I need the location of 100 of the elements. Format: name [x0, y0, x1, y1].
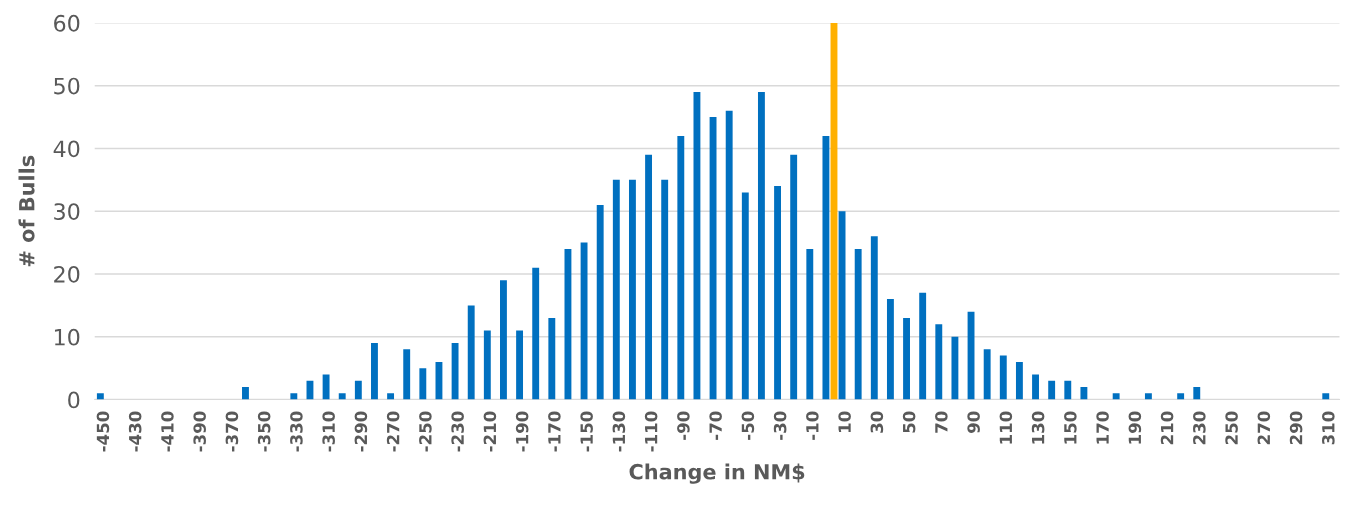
bar	[548, 317, 556, 400]
x-tick-label: 170	[1096, 411, 1109, 444]
bar	[774, 186, 781, 400]
x-tick-label: -50	[741, 411, 755, 440]
x-tick-label: -230	[451, 411, 464, 452]
x-tick-label: 250	[1225, 411, 1238, 445]
x-tick-label: -390	[193, 411, 206, 452]
bar	[1193, 387, 1201, 400]
bar	[645, 154, 653, 400]
bar	[709, 117, 717, 400]
y-tick-label: 60	[54, 14, 80, 32]
bar	[677, 135, 685, 400]
y-tick-label: 10	[54, 328, 80, 346]
bar	[1048, 380, 1056, 400]
x-tick-label: 290	[1289, 411, 1303, 445]
bar	[790, 154, 798, 400]
bar	[532, 267, 540, 400]
bar	[741, 192, 749, 400]
x-tick-label: 10	[838, 411, 851, 432]
bar	[951, 336, 959, 400]
bar	[886, 299, 894, 400]
bar	[903, 317, 910, 400]
bar	[403, 349, 411, 400]
bar	[1032, 374, 1039, 400]
x-tick-label: 110	[999, 411, 1013, 444]
bar	[725, 110, 733, 400]
bar	[693, 91, 701, 400]
bar	[322, 374, 330, 400]
x-tick-label: -210	[483, 411, 497, 452]
bar	[242, 387, 249, 400]
bar	[1144, 393, 1152, 400]
x-tick-label: -330	[290, 411, 303, 452]
x-tick-label: -130	[612, 411, 626, 452]
bar	[483, 330, 491, 400]
x-tick-label: 210	[1160, 411, 1174, 445]
x-tick-label: -290	[354, 411, 368, 452]
bar	[1080, 387, 1088, 400]
x-tick-label: -190	[515, 411, 529, 452]
x-tick-label: 190	[1128, 411, 1142, 444]
bar	[338, 393, 346, 400]
x-tick-label: -150	[580, 411, 593, 452]
x-tick-label: -250	[419, 411, 432, 452]
bar	[371, 343, 378, 400]
bar	[1177, 393, 1185, 400]
x-tick-label: 150	[1064, 411, 1077, 444]
bar	[500, 280, 507, 400]
bar	[983, 349, 991, 400]
bar	[806, 248, 814, 400]
x-tick-label: 310	[1322, 411, 1335, 445]
bar	[628, 179, 636, 400]
bar	[580, 242, 588, 400]
x-tick-label: 90	[967, 411, 980, 434]
x-tick-label: -110	[644, 411, 658, 452]
x-tick-label: 50	[902, 411, 916, 433]
bar	[870, 236, 878, 400]
x-tick-label: -450	[96, 411, 110, 452]
bar	[564, 248, 572, 400]
bar	[822, 135, 830, 400]
x-tick-label: -430	[128, 411, 142, 452]
bar	[290, 393, 298, 400]
bar	[919, 292, 927, 400]
bar	[935, 324, 943, 400]
bar	[854, 248, 862, 400]
x-tick-label: -310	[322, 411, 335, 452]
x-tick-label: 230	[1193, 411, 1206, 445]
bar	[661, 179, 669, 400]
x-tick-label: 270	[1257, 411, 1271, 445]
x-tick-label: -270	[386, 411, 400, 452]
y-tick-label: 50	[54, 77, 80, 95]
bar	[596, 204, 604, 400]
x-axis-title: Change in NM$	[629, 463, 805, 484]
bar	[1322, 393, 1330, 400]
x-tick-label: 130	[1031, 411, 1045, 444]
bar	[516, 330, 524, 400]
y-tick-label: 0	[68, 391, 80, 409]
y-tick-label: 30	[54, 203, 80, 220]
x-tick-label: -70	[709, 411, 722, 440]
bar	[757, 91, 765, 400]
x-tick-label: -170	[548, 411, 561, 452]
bar	[387, 393, 395, 400]
bar	[96, 393, 104, 400]
bar	[1112, 393, 1120, 400]
x-tick-label: -30	[773, 411, 787, 440]
x-tick-label: -370	[225, 411, 239, 452]
bar	[1015, 361, 1023, 400]
bar	[999, 355, 1007, 400]
bar	[1064, 380, 1072, 400]
bar	[451, 343, 459, 400]
y-tick-label: 20	[54, 265, 80, 283]
bar	[419, 368, 427, 400]
y-axis-title: # of Bulls	[18, 155, 35, 267]
x-tick-label: -350	[257, 411, 271, 452]
bar	[354, 380, 362, 400]
bar	[467, 305, 475, 400]
y-tick-label: 40	[53, 140, 80, 158]
x-tick-label: -90	[677, 411, 690, 440]
x-tick-label: 30	[870, 411, 884, 433]
bar	[612, 179, 620, 400]
x-tick-label: -10	[806, 411, 819, 440]
x-tick-label: -410	[161, 411, 174, 452]
